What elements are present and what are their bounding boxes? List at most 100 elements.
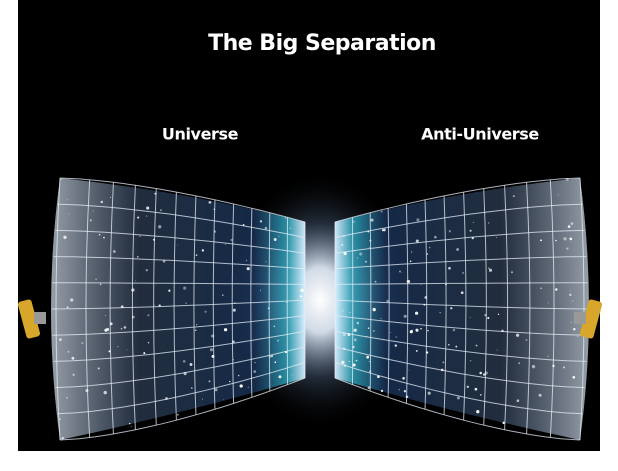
star — [353, 221, 355, 223]
star — [540, 239, 542, 241]
star — [377, 375, 380, 378]
star — [455, 346, 457, 348]
star — [445, 283, 447, 285]
star — [473, 222, 474, 223]
star — [286, 302, 287, 303]
star — [214, 209, 215, 210]
star — [501, 330, 503, 332]
star — [214, 388, 217, 391]
star — [552, 365, 555, 368]
star — [67, 351, 69, 353]
star — [415, 329, 418, 332]
star — [81, 342, 83, 344]
star — [143, 352, 145, 354]
star — [229, 381, 230, 382]
star — [177, 414, 179, 416]
star — [353, 346, 355, 348]
star — [577, 336, 578, 337]
star — [498, 314, 499, 315]
star — [67, 307, 69, 309]
star — [223, 399, 224, 400]
star — [566, 248, 568, 250]
star — [269, 356, 271, 358]
star — [472, 237, 474, 239]
star — [421, 284, 422, 285]
star — [85, 389, 88, 392]
star — [450, 307, 452, 309]
star — [502, 422, 504, 424]
star — [265, 227, 267, 229]
star — [177, 245, 178, 246]
star — [196, 254, 198, 256]
star — [279, 375, 282, 378]
star — [370, 219, 373, 222]
star — [434, 236, 437, 239]
star — [373, 330, 375, 332]
star — [427, 330, 428, 331]
star — [59, 338, 62, 341]
star — [95, 279, 97, 281]
star — [274, 238, 277, 241]
star — [273, 326, 275, 328]
star — [277, 340, 279, 342]
star — [382, 229, 384, 231]
star — [103, 237, 105, 239]
star — [153, 239, 155, 241]
star — [349, 361, 351, 363]
star — [411, 251, 412, 252]
star — [516, 334, 519, 337]
star — [124, 326, 127, 329]
star — [137, 256, 139, 258]
star — [416, 350, 418, 352]
star — [441, 369, 444, 372]
star — [429, 247, 430, 248]
star — [442, 361, 444, 363]
star — [349, 312, 350, 313]
star — [569, 294, 571, 296]
star — [517, 399, 520, 402]
star — [72, 373, 75, 376]
star — [479, 372, 482, 375]
star — [381, 211, 383, 213]
star — [163, 260, 166, 263]
star — [373, 308, 376, 311]
star — [518, 362, 520, 364]
star — [105, 315, 106, 316]
star — [366, 356, 369, 359]
star — [127, 350, 128, 351]
star — [366, 336, 367, 337]
star — [496, 237, 497, 238]
star — [426, 351, 428, 353]
star — [240, 384, 243, 387]
star — [462, 272, 464, 274]
star — [183, 287, 186, 290]
star — [456, 248, 459, 251]
star — [368, 327, 370, 329]
star — [135, 280, 136, 281]
star — [409, 370, 410, 371]
star — [104, 391, 107, 394]
star — [344, 365, 346, 367]
star — [260, 290, 261, 291]
star — [572, 376, 575, 379]
star — [129, 423, 130, 424]
star — [154, 193, 156, 195]
star — [300, 289, 303, 292]
star — [131, 288, 134, 291]
star — [209, 201, 212, 204]
star — [428, 392, 431, 395]
star — [154, 305, 155, 306]
star — [202, 399, 203, 400]
star — [159, 304, 161, 306]
star — [367, 231, 369, 233]
star — [410, 330, 413, 333]
star — [186, 303, 187, 304]
star — [343, 252, 346, 255]
universe-label: Universe — [162, 125, 239, 144]
star — [548, 356, 549, 357]
star — [160, 209, 162, 211]
star — [300, 295, 302, 297]
star — [222, 294, 224, 296]
star — [131, 426, 132, 427]
star — [254, 362, 255, 363]
